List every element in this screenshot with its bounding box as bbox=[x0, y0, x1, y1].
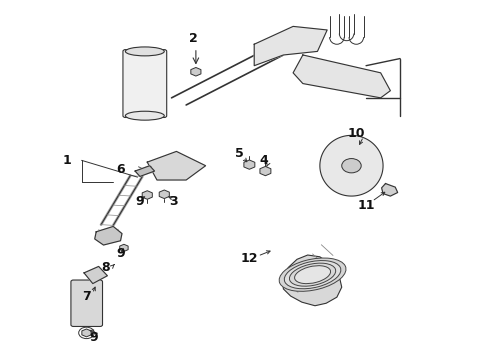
Text: 6: 6 bbox=[116, 163, 124, 176]
Polygon shape bbox=[95, 226, 122, 245]
Ellipse shape bbox=[125, 47, 164, 56]
Text: 10: 10 bbox=[347, 127, 365, 140]
Polygon shape bbox=[147, 152, 205, 180]
Polygon shape bbox=[135, 166, 154, 176]
Polygon shape bbox=[292, 55, 389, 98]
Polygon shape bbox=[84, 266, 107, 284]
Text: 9: 9 bbox=[135, 195, 144, 208]
FancyBboxPatch shape bbox=[71, 280, 102, 327]
Text: 1: 1 bbox=[62, 154, 71, 167]
Polygon shape bbox=[254, 26, 326, 66]
Ellipse shape bbox=[294, 266, 330, 284]
Ellipse shape bbox=[284, 261, 340, 289]
Text: 7: 7 bbox=[82, 289, 91, 303]
Text: 3: 3 bbox=[169, 195, 178, 208]
Circle shape bbox=[341, 158, 361, 173]
Text: 5: 5 bbox=[235, 147, 244, 160]
Polygon shape bbox=[381, 184, 397, 196]
Text: 11: 11 bbox=[357, 198, 374, 212]
Ellipse shape bbox=[125, 111, 164, 120]
Ellipse shape bbox=[289, 263, 335, 286]
Text: 2: 2 bbox=[189, 32, 198, 45]
Text: 9: 9 bbox=[89, 331, 98, 344]
FancyBboxPatch shape bbox=[122, 50, 166, 117]
Text: 12: 12 bbox=[240, 252, 258, 265]
Polygon shape bbox=[282, 255, 341, 306]
Text: 8: 8 bbox=[102, 261, 110, 274]
Polygon shape bbox=[319, 135, 382, 196]
Text: 4: 4 bbox=[259, 154, 268, 167]
Text: 9: 9 bbox=[116, 247, 124, 260]
Ellipse shape bbox=[279, 258, 346, 291]
